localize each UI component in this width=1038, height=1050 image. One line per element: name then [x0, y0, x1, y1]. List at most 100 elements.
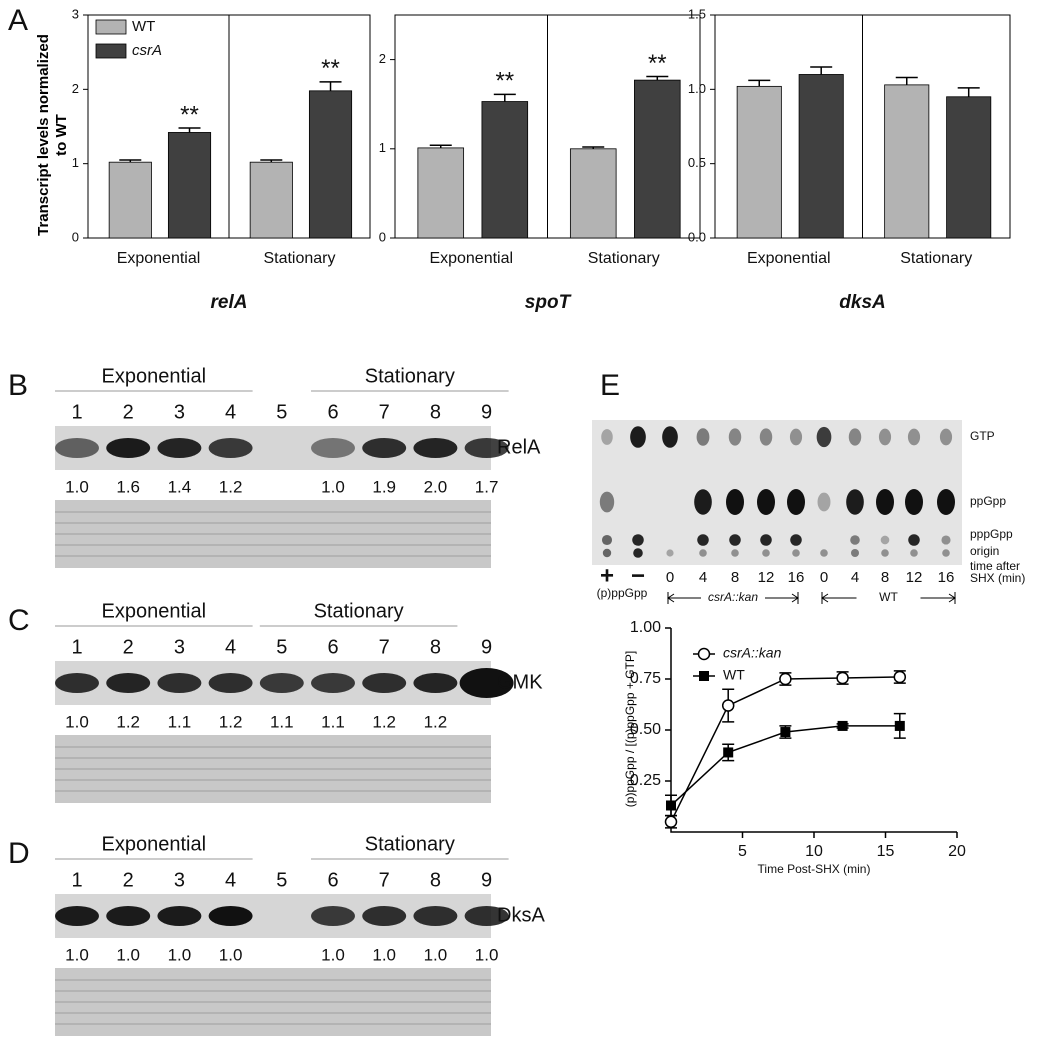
tlc-spot — [942, 549, 950, 557]
band-quantification: 1.0 — [65, 477, 89, 496]
control-sign: − — [631, 562, 645, 589]
lane-number: 5 — [276, 401, 287, 423]
band-quantification: 1.4 — [168, 477, 192, 496]
tlc-spot — [662, 426, 678, 448]
tlc-spot — [630, 426, 646, 448]
data-point — [723, 747, 734, 758]
time-label: SHX (min) — [970, 571, 1025, 585]
panel-letter: D — [8, 837, 30, 870]
error-bar — [319, 81, 342, 91]
lane-number: 8 — [430, 869, 441, 891]
protein-band — [208, 438, 253, 458]
bracket-label-bg — [701, 590, 765, 606]
band-quantification: 1.0 — [372, 945, 396, 964]
protein-band — [459, 668, 514, 698]
lane-number: 6 — [327, 869, 338, 891]
tlc-spot — [941, 535, 951, 545]
band-quantification: 1.0 — [219, 945, 243, 964]
tlc-spot — [907, 428, 921, 446]
band-quantification: 1.1 — [168, 712, 192, 731]
lane-number: 4 — [225, 401, 236, 423]
protein-band — [106, 906, 151, 926]
band-quantification: 1.2 — [219, 477, 243, 496]
bar — [417, 147, 465, 239]
tlc-spot — [602, 548, 612, 558]
band-quantification: 1.0 — [168, 945, 192, 964]
tlc-spot — [760, 534, 772, 546]
group-label: Exponential — [102, 600, 207, 622]
tlc-spot — [633, 548, 643, 558]
error-bar — [748, 79, 771, 87]
bar — [481, 101, 529, 239]
tlc-spot — [792, 549, 800, 557]
band-quantification: 1.1 — [270, 712, 294, 731]
y-tick-label: 1.5 — [688, 6, 706, 21]
protein-band — [362, 438, 407, 458]
y-tick-label: 2 — [72, 81, 79, 96]
group-label: Stationary — [365, 365, 455, 387]
lane-number: 4 — [225, 636, 236, 658]
bar — [108, 161, 152, 239]
band-quantification: 1.0 — [65, 945, 89, 964]
significance-label: ** — [648, 50, 667, 77]
y-axis-label: Transcript levels normalized to WT — [35, 34, 70, 236]
lane-number: 7 — [379, 636, 390, 658]
significance-label: ** — [495, 68, 514, 95]
lane-number: 7 — [379, 869, 390, 891]
time-point: 4 — [699, 569, 707, 586]
tlc-spot — [787, 489, 805, 515]
y-tick-label: 0 — [379, 229, 386, 244]
tlc-spot — [599, 491, 615, 513]
tlc-spot — [697, 534, 709, 546]
tlc-spot — [851, 549, 859, 557]
error-bar — [260, 159, 283, 163]
lane-number: 8 — [430, 401, 441, 423]
legend-swatch — [95, 19, 127, 35]
y-tick-label: 0 — [72, 229, 79, 244]
data-point — [780, 727, 791, 738]
time-point: 0 — [666, 569, 674, 586]
error-bar — [493, 93, 516, 102]
lane-number: 4 — [225, 869, 236, 891]
significance-label: ** — [321, 55, 340, 82]
error-bar — [957, 87, 980, 97]
band-quantification: 1.0 — [321, 477, 345, 496]
lane-number: 1 — [71, 869, 82, 891]
lane-number: 2 — [123, 869, 134, 891]
tlc-spot — [696, 428, 710, 446]
band-quantification: 1.0 — [321, 945, 345, 964]
error-bar — [895, 76, 918, 85]
band-quantification: 1.0 — [65, 712, 89, 731]
protein-band — [106, 438, 151, 458]
lane-number: 5 — [276, 636, 287, 658]
legend-label: WT — [132, 18, 155, 35]
control-sign: + — [600, 562, 614, 589]
tlc-spot — [729, 534, 741, 546]
spot-label: pppGpp — [970, 527, 1013, 541]
lane-number: 9 — [481, 869, 492, 891]
bar — [946, 96, 992, 239]
tlc-spot — [790, 534, 802, 546]
y-tick-label: 1 — [379, 140, 386, 155]
tlc-spot — [731, 549, 739, 557]
tlc-spot — [728, 428, 742, 446]
y-tick-label: 0.75 — [630, 670, 661, 687]
x-tick-label: 5 — [738, 843, 747, 860]
lane-number: 2 — [123, 401, 134, 423]
band-quantification: 1.2 — [372, 712, 396, 731]
chart-title: dksA — [839, 292, 885, 313]
time-point: 16 — [788, 569, 805, 586]
significance-label: ** — [180, 101, 199, 128]
lane-number: 6 — [327, 401, 338, 423]
bar — [736, 85, 782, 239]
band-quantification: 1.0 — [424, 945, 448, 964]
x-tick-label: Stationary — [900, 250, 972, 267]
band-quantification: 1.2 — [116, 712, 140, 731]
data-point — [836, 671, 849, 685]
error-bar — [582, 146, 605, 149]
protein-band — [464, 906, 509, 926]
y-tick-label: 1.00 — [630, 619, 661, 636]
bar — [884, 84, 930, 239]
group-label: csrA::kan — [708, 590, 758, 604]
band-quantification: 1.2 — [424, 712, 448, 731]
